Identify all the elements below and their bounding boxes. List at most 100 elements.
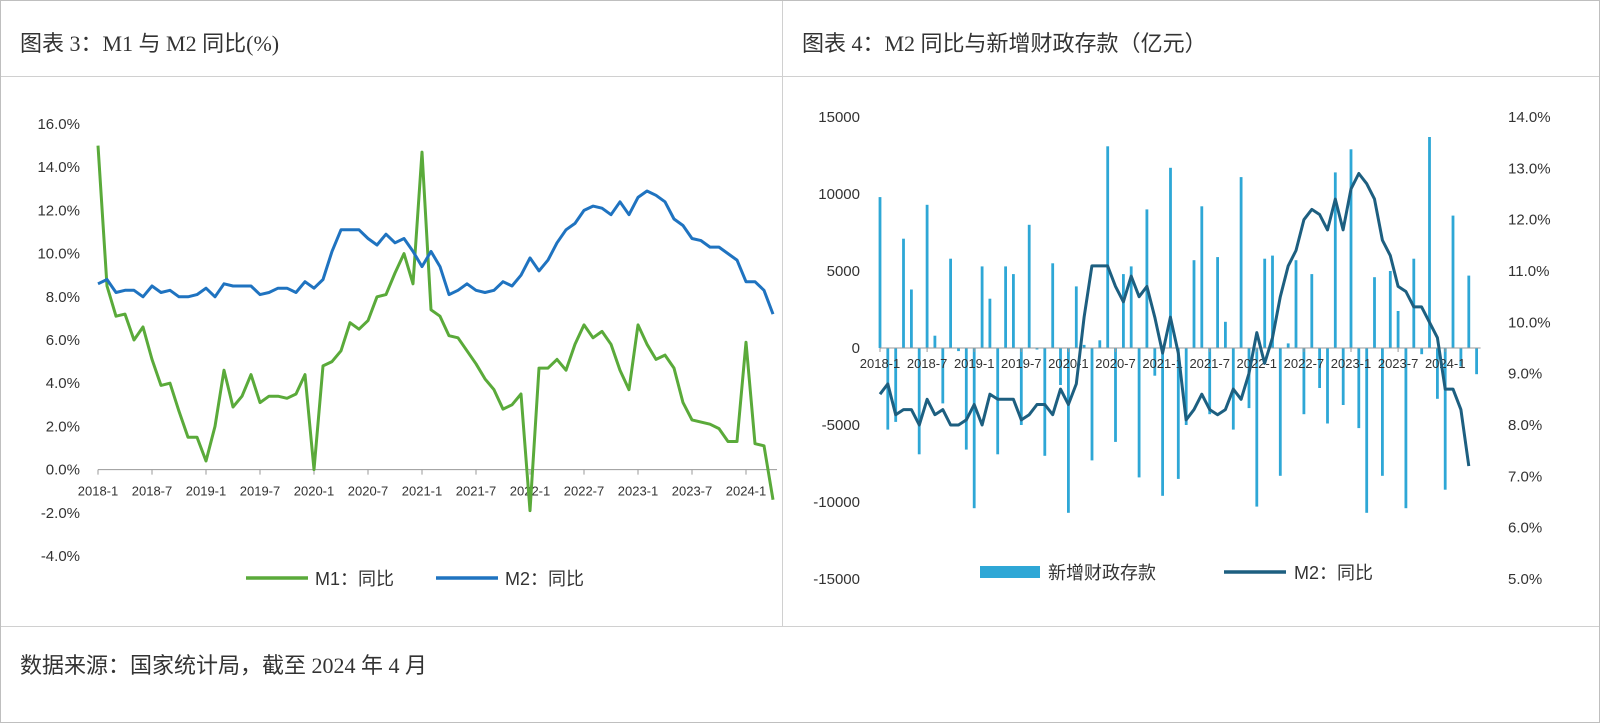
fiscal-deposit-bar (1388, 271, 1392, 348)
fiscal-deposit-bar (1200, 206, 1204, 348)
x-tick-label: 2020-7 (348, 484, 388, 499)
m2-fiscal-deposit-chart: 15000 10000 5000 0 -5000 -10000 -15000 14.0% 13.… (813, 109, 1551, 588)
left-y-tick-label: -5000 (822, 417, 860, 434)
left-y-tick-label: 5000 (827, 263, 860, 280)
footer-divider (1, 626, 1599, 627)
right-y-tick-label: 8.0% (1508, 417, 1542, 434)
fiscal-deposit-bar (1365, 348, 1369, 513)
fiscal-deposit-bar (1169, 167, 1172, 348)
x-tick-label: 2024-1 (1425, 356, 1465, 371)
fiscal-deposit-bar (1090, 348, 1094, 461)
fiscal-deposit-bar (1271, 255, 1274, 348)
legend-fiscal-label: 新增财政存款 (1048, 563, 1156, 583)
fiscal-deposit-bar (1122, 274, 1125, 348)
fiscal-deposit-bar (1027, 224, 1031, 348)
fiscal-deposit-bar (1428, 137, 1431, 348)
fiscal-deposit-bar (1341, 348, 1345, 405)
fiscal-deposit-bar (1129, 266, 1133, 348)
right-y-tick-label: 10.0% (1508, 314, 1551, 331)
x-tick-label: 2021-1 (402, 484, 442, 499)
fiscal-deposit-bar (1035, 348, 1039, 350)
x-tick-label: 2021-7 (456, 484, 496, 499)
panel-divider (782, 1, 783, 626)
fiscal-deposit-bar (1153, 348, 1157, 376)
fiscal-deposit-bar (957, 348, 960, 352)
fiscal-deposit-bar (1349, 149, 1353, 348)
data-source-note: 数据来源：国家统计局，截至 2024 年 4 月 (20, 653, 428, 678)
x-tick-label: 2022-1 (1237, 356, 1277, 371)
fiscal-deposit-bar (933, 335, 937, 348)
x-tick-label: 2024-1 (726, 484, 766, 499)
left-y-tick-label: 15000 (818, 109, 860, 126)
x-tick-label: 2019-1 (954, 356, 994, 371)
fiscal-deposit-bar (1357, 348, 1361, 429)
fiscal-deposit-bar (1098, 340, 1102, 348)
right-y-tick-label: 12.0% (1508, 212, 1551, 229)
fiscal-deposit-bar (1263, 258, 1267, 348)
fiscal-deposit-bar (1161, 348, 1164, 496)
fiscal-deposit-bar (1475, 348, 1478, 375)
fiscal-deposit-bar (1106, 146, 1110, 348)
x-tick-label: 2020-1 (294, 484, 334, 499)
fiscal-deposit-bar (949, 258, 952, 348)
y-tick-label: 10.0% (37, 246, 80, 263)
left-chart-title: 图表 3：M1 与 M2 同比(%) (20, 31, 280, 56)
fiscal-deposit-bar (1074, 286, 1078, 348)
x-tick-label: 2020-7 (1095, 356, 1135, 371)
fiscal-deposit-bar (980, 266, 984, 348)
x-tick-label: 2023-1 (618, 484, 658, 499)
y-tick-label: 12.0% (37, 202, 80, 219)
fiscal-deposit-bar (964, 348, 968, 450)
header-divider (1, 76, 1599, 77)
fiscal-deposit-bar (1255, 348, 1259, 507)
fiscal-deposit-bar (894, 348, 898, 422)
x-tick-label: 2019-7 (240, 484, 280, 499)
y-tick-label: 0.0% (46, 462, 80, 479)
x-tick-label: 2019-7 (1001, 356, 1041, 371)
fiscal-deposit-bar (1436, 348, 1439, 399)
fiscal-deposit-bar (878, 197, 882, 348)
x-tick-label: 2022-7 (1284, 356, 1324, 371)
y-tick-label: -4.0% (41, 548, 80, 565)
x-tick-label: 2018-1 (78, 484, 118, 499)
legend-m2-label: M2：同比 (1294, 563, 1373, 583)
y-tick-label: 4.0% (46, 375, 80, 392)
fiscal-deposit-bar (1278, 348, 1282, 476)
fiscal-deposit-bar (1082, 344, 1086, 348)
fiscal-deposit-bar (996, 348, 1000, 455)
fiscal-deposit-bar (1051, 263, 1055, 348)
x-tick-label: 2022-7 (564, 484, 604, 499)
y-tick-label: 6.0% (46, 332, 80, 349)
legend-m1-label: M1：同比 (315, 569, 394, 589)
fiscal-deposit-bar (1059, 348, 1062, 385)
left-y-tick-label: -10000 (813, 494, 860, 511)
left-y-tick-label: -15000 (813, 571, 860, 588)
fiscal-deposit-bar (1459, 348, 1463, 367)
left-y-tick-label: 0 (852, 340, 860, 357)
fiscal-deposit-bar (902, 238, 905, 348)
fiscal-deposit-bar (1208, 348, 1212, 415)
y-tick-label: 2.0% (46, 418, 80, 435)
fiscal-deposit-bar (972, 348, 976, 509)
left-y-tick-label: 10000 (818, 186, 860, 203)
fiscal-deposit-bar (1067, 348, 1070, 513)
fiscal-deposit-bar (1224, 321, 1227, 348)
fiscal-deposit-bar (1326, 348, 1329, 424)
fiscal-deposit-bar (1286, 343, 1290, 348)
m2-yoy-line (878, 172, 1471, 467)
fiscal-deposit-bar (1114, 348, 1117, 442)
m1-yoy-line (96, 145, 775, 513)
fiscal-deposit-bar (1404, 348, 1408, 509)
fiscal-deposit-bar (1443, 348, 1447, 490)
fiscal-deposit-bar (988, 298, 992, 348)
fiscal-deposit-bar (1184, 348, 1188, 425)
right-y-tick-label: 5.0% (1508, 571, 1542, 588)
fiscal-deposit-bar (1239, 177, 1243, 348)
fiscal-deposit-bar (1216, 257, 1219, 348)
fiscal-deposit-bar (1294, 260, 1298, 348)
y-tick-label: 16.0% (37, 116, 80, 133)
fiscal-deposit-bar (1467, 275, 1471, 348)
fiscal-deposit-bar (941, 348, 945, 404)
x-tick-label: 2023-7 (672, 484, 712, 499)
fiscal-deposit-bar (1043, 348, 1047, 456)
